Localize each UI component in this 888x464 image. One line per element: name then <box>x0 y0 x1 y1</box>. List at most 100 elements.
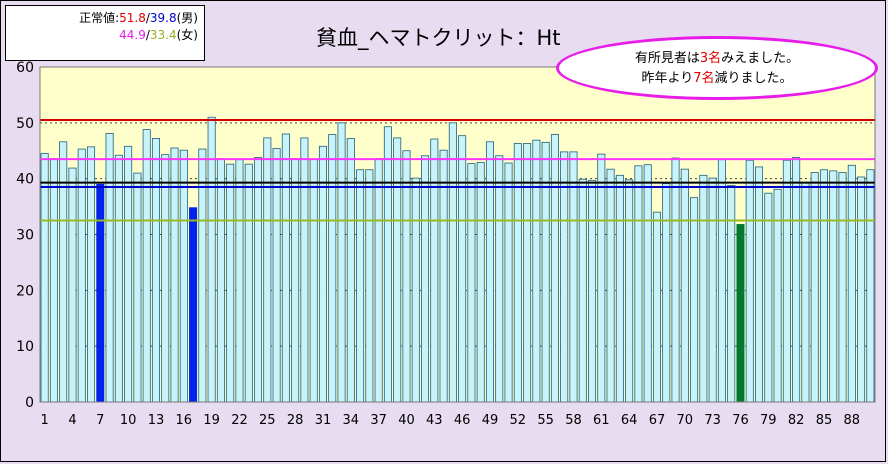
bar <box>643 164 652 403</box>
y-tick-label: 30 <box>16 228 34 244</box>
bar <box>792 157 801 403</box>
bar <box>717 159 726 403</box>
bar <box>597 153 606 403</box>
bar <box>801 182 810 403</box>
bar <box>105 133 114 403</box>
x-tick-label: 58 <box>565 413 582 428</box>
bar <box>393 137 402 403</box>
bar <box>142 129 151 403</box>
bar <box>337 122 346 403</box>
y-tick-label: 40 <box>16 172 34 188</box>
male-tag: (男) <box>176 11 198 25</box>
bar <box>365 169 374 403</box>
bar <box>690 197 699 403</box>
x-tick-label: 52 <box>510 413 527 428</box>
bar <box>652 211 661 403</box>
callout-text: みえました。 <box>721 51 800 66</box>
x-tick-label: 85 <box>816 413 833 428</box>
bar <box>671 157 680 403</box>
separator: / <box>145 28 150 42</box>
x-tick-label: 70 <box>677 413 694 428</box>
x-tick-label: 46 <box>454 413 471 428</box>
y-tick-labels: 0 10 20 30 40 50 60 <box>16 60 34 411</box>
highlighted-bar <box>189 207 198 403</box>
x-tick-label: 28 <box>287 413 304 428</box>
bar <box>606 168 615 403</box>
x-tick-label: 25 <box>259 413 276 428</box>
bar <box>411 177 420 403</box>
x-tick-labels: 1 4 7 10 13 16 19 22 25 28 31 34 37 40 43 46 49 52 55 58 61 6… <box>40 413 860 428</box>
bar <box>504 162 513 403</box>
bar <box>114 154 123 403</box>
bar <box>847 164 856 403</box>
bar <box>476 162 485 403</box>
bar <box>291 158 300 403</box>
bar <box>588 179 597 403</box>
x-tick-label: 49 <box>482 413 499 428</box>
bar <box>40 153 49 403</box>
bar <box>235 159 244 403</box>
highlighted-bar <box>96 183 105 403</box>
bar <box>68 167 77 403</box>
x-tick-label: 19 <box>203 413 220 428</box>
bar <box>87 146 96 403</box>
bar <box>819 169 828 403</box>
bar <box>727 184 736 403</box>
reference-lines <box>40 119 875 222</box>
female-upper-value: 44.9 <box>119 28 146 42</box>
bar <box>569 151 578 403</box>
bar <box>578 178 587 403</box>
bar <box>708 177 717 403</box>
bar <box>532 139 541 403</box>
bar <box>866 169 875 403</box>
bar <box>263 137 272 403</box>
callout-text: 昨年より <box>641 71 694 86</box>
bar <box>124 145 133 403</box>
callout-line-2: 昨年より7名減りました。 <box>559 69 875 89</box>
bar <box>430 138 439 403</box>
bar <box>421 155 430 403</box>
bar <box>745 159 754 403</box>
bar <box>485 141 494 403</box>
bar <box>829 170 838 403</box>
summary-callout: 有所見者は3名みえました。 昨年より7名減りました。 <box>556 36 878 100</box>
bar <box>448 122 457 403</box>
x-tick-label: 4 <box>68 413 76 428</box>
plot-border <box>39 66 876 403</box>
callout-count: 3名 <box>699 51 722 66</box>
bar <box>782 159 791 403</box>
bar <box>226 163 235 403</box>
y-tick-label: 60 <box>16 60 34 76</box>
bar <box>254 157 263 403</box>
x-tick-label: 76 <box>732 413 749 428</box>
normal-range-male: 正常値:51.8/39.8(男) <box>6 10 198 27</box>
normal-range-legend: 正常値:51.8/39.8(男) 44.9/33.4(女) <box>5 5 205 61</box>
bar <box>550 134 559 403</box>
bar <box>318 145 327 403</box>
bar <box>161 154 170 403</box>
bar <box>374 158 383 403</box>
x-tick-label: 73 <box>704 413 721 428</box>
x-tick-label: 1 <box>40 413 48 428</box>
female-tag: (女) <box>176 28 198 42</box>
bar <box>300 137 309 403</box>
bar <box>402 150 411 403</box>
bars <box>40 116 875 403</box>
bar <box>625 179 634 403</box>
bar <box>244 163 253 403</box>
bar <box>59 141 68 403</box>
bar <box>309 158 318 403</box>
x-tick-label: 82 <box>788 413 805 428</box>
y-tick-label: 50 <box>16 116 34 132</box>
gridlines <box>40 122 875 347</box>
y-tick-label: 20 <box>16 283 34 299</box>
x-tick-label: 79 <box>760 413 777 428</box>
bar <box>634 165 643 403</box>
x-tick-label: 34 <box>343 413 360 428</box>
male-upper-value: 51.8 <box>119 11 146 25</box>
x-tick-label: 31 <box>315 413 332 428</box>
bar <box>49 158 58 403</box>
x-tick-label: 64 <box>621 413 638 428</box>
